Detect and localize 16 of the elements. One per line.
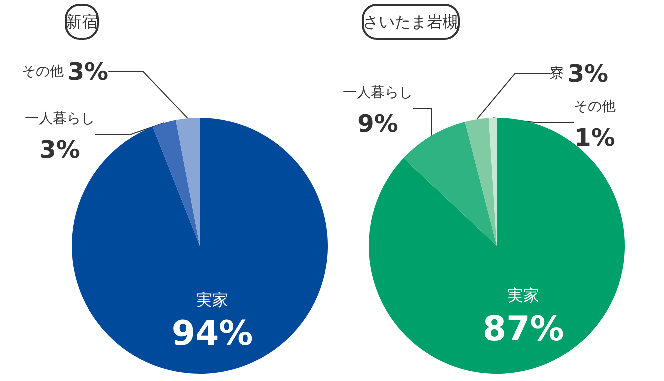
- slice-label: その他: [574, 99, 616, 115]
- data-label: 9%: [358, 110, 398, 138]
- data-label: 94%: [172, 314, 254, 354]
- data-label: 3%: [40, 136, 80, 164]
- slice-label: 実家: [508, 286, 540, 305]
- slice-label: 寮: [550, 66, 564, 82]
- chart-title: 新宿: [66, 12, 98, 32]
- data-label: 3%: [568, 60, 609, 88]
- data-label: 87%: [482, 309, 564, 350]
- slice-label: 実家: [196, 290, 229, 310]
- slice-label: その他: [22, 64, 64, 80]
- chart-title: さいたま岩槻: [363, 12, 459, 32]
- slice-label: 一人暮らし: [343, 85, 413, 101]
- data-label: 3%: [68, 58, 109, 86]
- data-label: 1%: [574, 124, 616, 152]
- slice-label: 一人暮らし: [25, 111, 95, 127]
